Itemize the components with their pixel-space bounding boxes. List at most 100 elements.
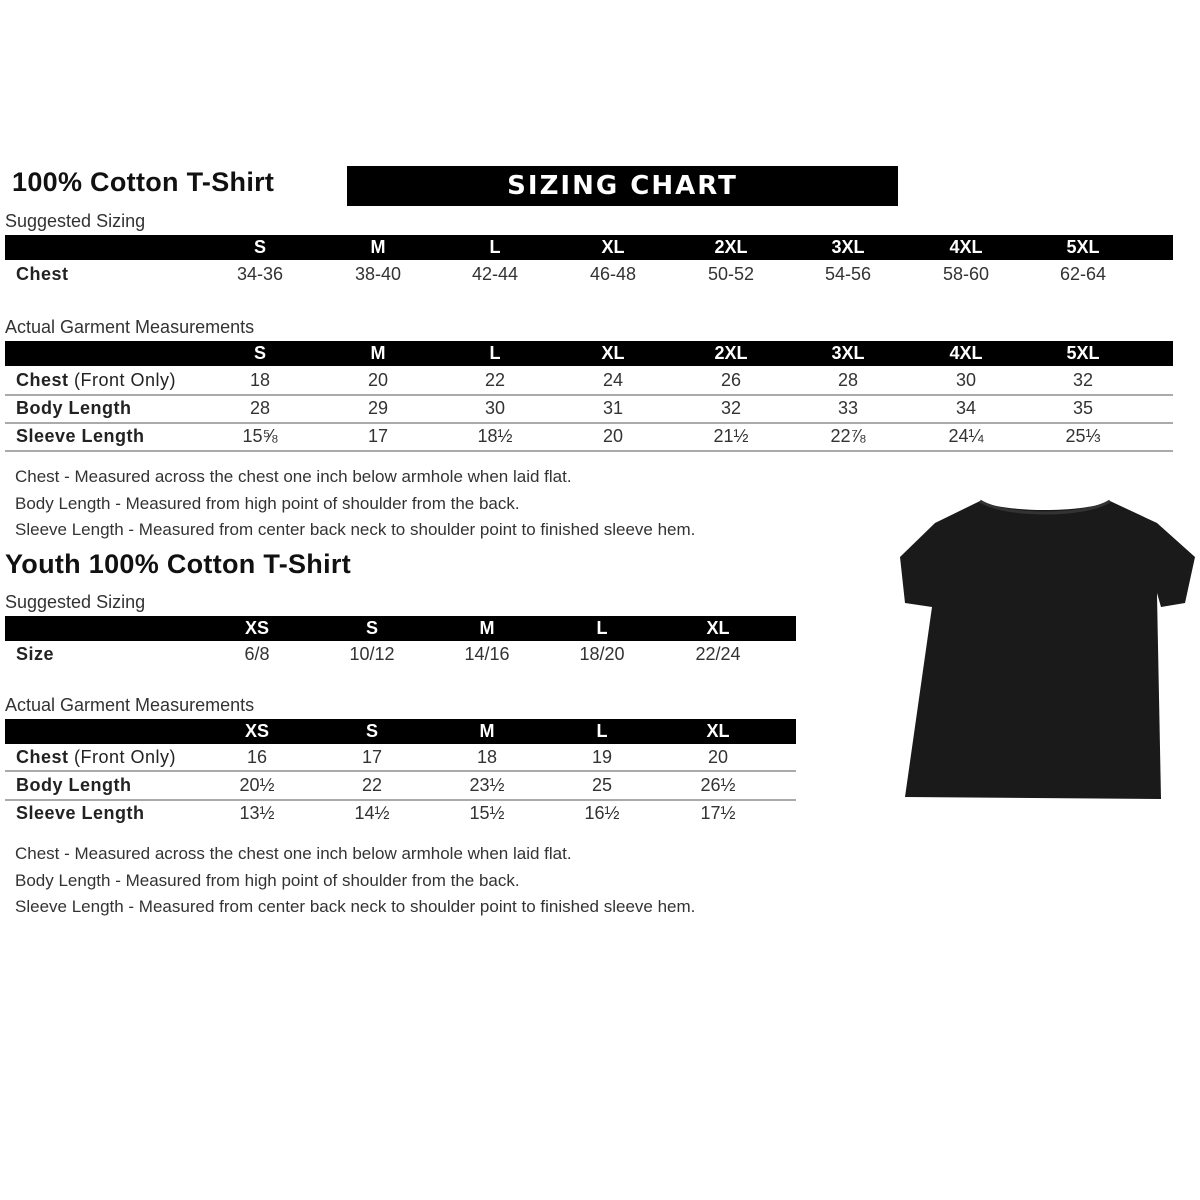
table-cell: 17 — [361, 747, 383, 767]
row-label: Sleeve Length — [16, 426, 145, 446]
table-cell: 38-40 — [354, 264, 402, 284]
table-cell: 34 — [955, 398, 977, 418]
table-cell: 23½ — [469, 775, 505, 795]
size-header-m: M — [370, 237, 386, 257]
size-header-l: L — [596, 618, 608, 638]
table-cell: 46-48 — [589, 264, 637, 284]
size-header-row: S M L XL 2XL 3XL 4XL 5XL — [5, 341, 1173, 366]
table-cell: 17 — [367, 426, 389, 446]
table-cell: 32 — [1072, 370, 1094, 390]
adult-notes: Chest - Measured across the chest one in… — [15, 467, 695, 540]
note-chest: Chest - Measured across the chest one in… — [15, 844, 572, 863]
table-cell: 22 — [361, 775, 383, 795]
table-cell: 34-36 — [236, 264, 284, 284]
table-cell: 22/24 — [695, 644, 741, 664]
table-cell: 20 — [602, 426, 624, 446]
table-cell: 24¼ — [948, 426, 984, 446]
row-label: Size — [16, 644, 55, 664]
table-cell: 16 — [246, 747, 268, 767]
table-cell: 29 — [367, 398, 389, 418]
table-cell: 18/20 — [579, 644, 625, 664]
sizing-chart-banner: SIZING CHART — [347, 166, 898, 206]
table-cell: 26 — [720, 370, 742, 390]
size-header-m: M — [370, 343, 386, 363]
table-cell: 30 — [955, 370, 977, 390]
size-header-2xl: 2XL — [714, 237, 748, 257]
table-cell: 35 — [1072, 398, 1094, 418]
adult-suggested-label: Suggested Sizing — [5, 211, 146, 231]
size-header-l: L — [596, 721, 608, 741]
youth-notes: Chest - Measured across the chest one in… — [15, 844, 695, 917]
size-header-xs: XS — [244, 721, 270, 741]
row-divider — [5, 770, 796, 772]
size-header-row: XS S M L XL — [5, 616, 796, 641]
row-label: Chest (Front Only) — [16, 370, 177, 390]
size-header-3xl: 3XL — [831, 343, 865, 363]
size-header-4xl: 4XL — [949, 237, 983, 257]
size-header-m: M — [479, 618, 495, 638]
row-label: Chest — [16, 264, 69, 284]
size-header-s: S — [365, 618, 379, 638]
black-t-shirt-icon — [900, 499, 1195, 799]
table-cell: 20½ — [239, 775, 275, 795]
size-header-row: XS S M L XL — [5, 719, 796, 744]
table-cell: 17½ — [700, 803, 736, 823]
table-cell: 13½ — [239, 803, 275, 823]
table-cell: 24 — [602, 370, 624, 390]
table-cell: 32 — [720, 398, 742, 418]
adult-actual-label: Actual Garment Measurements — [5, 317, 255, 337]
table-cell: 20 — [707, 747, 729, 767]
youth-actual-label: Actual Garment Measurements — [5, 695, 255, 715]
table-cell: 15⅝ — [242, 426, 278, 446]
size-header-s: S — [365, 721, 379, 741]
size-header-xl: XL — [706, 618, 730, 638]
table-cell: 42-44 — [471, 264, 519, 284]
table-cell: 21½ — [713, 426, 749, 446]
row-divider — [5, 799, 796, 801]
note-body-length: Body Length - Measured from high point o… — [15, 494, 520, 513]
table-cell: 15½ — [469, 803, 505, 823]
table-cell: 25⅓ — [1065, 426, 1101, 446]
adult-title: 100% Cotton T-Shirt — [12, 167, 275, 197]
table-cell: 50-52 — [707, 264, 755, 284]
table-cell: 54-56 — [824, 264, 872, 284]
table-cell: 28 — [249, 398, 271, 418]
table-cell: 22⅞ — [830, 426, 866, 446]
row-label: Chest (Front Only) — [16, 747, 177, 767]
table-cell: 14/16 — [464, 644, 510, 664]
row-label: Body Length — [16, 775, 132, 795]
table-cell: 58-60 — [942, 264, 990, 284]
size-header-xs: XS — [244, 618, 270, 638]
table-cell: 20 — [367, 370, 389, 390]
table-cell: 33 — [837, 398, 859, 418]
row-label-note: (Front Only) — [68, 370, 177, 390]
size-header-xl: XL — [706, 721, 730, 741]
size-header-2xl: 2XL — [714, 343, 748, 363]
size-header-s: S — [253, 343, 267, 363]
row-divider — [5, 394, 1173, 396]
size-header-s: S — [253, 237, 267, 257]
table-cell: 10/12 — [349, 644, 395, 664]
table-cell: 30 — [484, 398, 506, 418]
table-cell: 14½ — [354, 803, 390, 823]
size-header-4xl: 4XL — [949, 343, 983, 363]
size-header-5xl: 5XL — [1066, 237, 1100, 257]
table-cell: 16½ — [584, 803, 620, 823]
row-divider — [5, 422, 1173, 424]
row-label: Body Length — [16, 398, 132, 418]
size-header-xl: XL — [601, 237, 625, 257]
note-chest: Chest - Measured across the chest one in… — [15, 467, 572, 486]
size-header-m: M — [479, 721, 495, 741]
table-cell: 18 — [476, 747, 498, 767]
table-cell: 18½ — [477, 426, 513, 446]
table-cell: 19 — [591, 747, 613, 767]
row-label-note: (Front Only) — [68, 747, 177, 767]
size-header-l: L — [489, 343, 501, 363]
note-body-length: Body Length - Measured from high point o… — [15, 871, 520, 890]
table-cell: 18 — [249, 370, 271, 390]
size-header-5xl: 5XL — [1066, 343, 1100, 363]
table-cell: 26½ — [700, 775, 736, 795]
size-header-l: L — [489, 237, 501, 257]
row-label: Sleeve Length — [16, 803, 145, 823]
table-cell: 28 — [837, 370, 859, 390]
